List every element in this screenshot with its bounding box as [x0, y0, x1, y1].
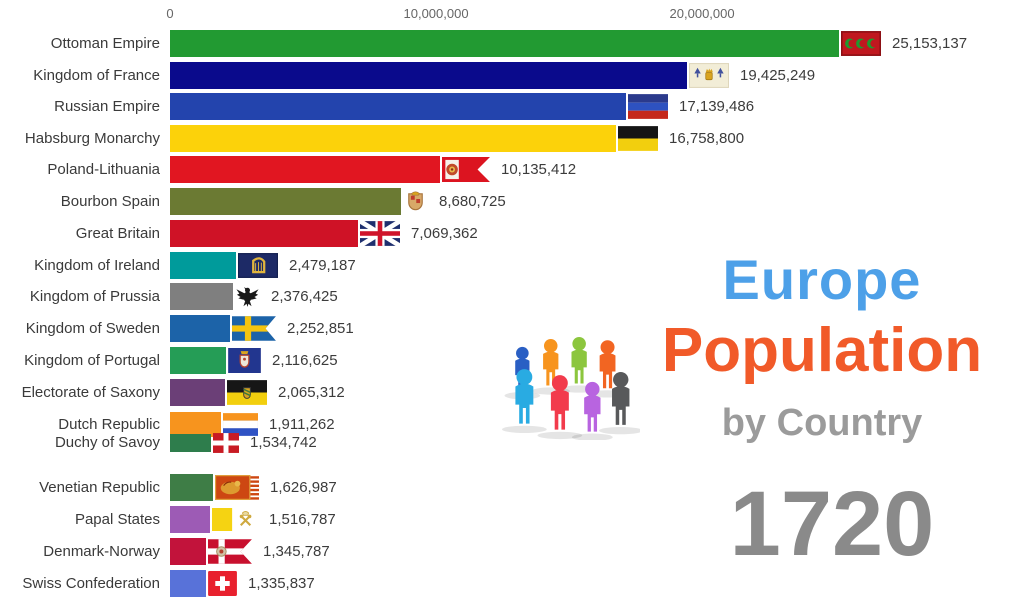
venice-flag-icon — [215, 475, 259, 500]
spain-crest-icon — [403, 189, 428, 214]
value-label: 2,065,312 — [278, 384, 345, 401]
population-bar — [170, 347, 226, 374]
country-label: Venetian Republic — [39, 479, 160, 496]
population-bar — [170, 506, 210, 533]
population-bar — [170, 125, 616, 152]
swiss-flag-icon — [208, 571, 237, 596]
value-label: 2,252,851 — [287, 320, 354, 337]
denmark-flag-icon — [208, 539, 252, 564]
population-bar — [170, 283, 233, 310]
population-bar — [170, 93, 626, 120]
population-bar — [170, 188, 401, 215]
savoy-flag-icon — [213, 433, 239, 453]
poland-flag-icon — [442, 157, 490, 182]
population-bar — [170, 252, 236, 279]
value-label: 2,116,625 — [272, 352, 338, 369]
country-label: Poland-Lithuania — [47, 161, 160, 178]
title-by-country: by Country — [721, 402, 923, 444]
country-label: Duchy of Savoy — [54, 434, 160, 451]
value-label: 1,534,742 — [250, 434, 317, 451]
union-jack-flag-icon — [360, 221, 400, 246]
axis-tick-label: 10,000,000 — [403, 6, 469, 21]
country-label: Kingdom of Portugal — [24, 352, 160, 369]
country-label: Kingdom of Ireland — [34, 257, 160, 274]
population-bar — [170, 62, 687, 89]
country-label: Electorate of Saxony — [21, 384, 160, 401]
habsburg-flag-icon — [618, 126, 658, 151]
country-label: Kingdom of France — [33, 67, 160, 84]
value-label: 16,758,800 — [669, 130, 745, 147]
country-label: Kingdom of Prussia — [29, 288, 160, 305]
population-bar — [170, 220, 358, 247]
value-label: 1,345,787 — [263, 543, 330, 560]
dutch-flag-icon — [223, 413, 258, 436]
population-bar — [170, 156, 440, 183]
value-label: 25,153,137 — [892, 35, 968, 52]
ottoman-flag-icon — [841, 31, 881, 56]
axis-tick-label: 0 — [166, 6, 174, 21]
country-label: Kingdom of Sweden — [25, 320, 160, 337]
country-label: Russian Empire — [54, 98, 160, 115]
axis-tick-label: 20,000,000 — [669, 6, 735, 21]
value-label: 1,626,987 — [270, 479, 337, 496]
value-label: 1,335,837 — [248, 575, 315, 592]
russia-flag-icon — [628, 94, 668, 119]
value-label: 8,680,725 — [439, 193, 506, 210]
prussia-eagle-icon — [235, 284, 260, 309]
value-label: 19,425,249 — [740, 67, 816, 84]
saxony-flag-icon — [227, 380, 267, 405]
portugal-flag-icon — [228, 348, 261, 373]
population-bar — [170, 30, 839, 57]
population-bar — [170, 570, 206, 597]
title-europe: Europe — [722, 248, 922, 311]
value-label: 7,069,362 — [411, 225, 478, 242]
country-label: Dutch Republic — [58, 416, 160, 433]
population-bar — [170, 315, 230, 342]
france-royal-flag-icon — [689, 63, 729, 88]
year-label: 1720 — [729, 473, 935, 575]
country-label: Papal States — [74, 511, 160, 528]
value-label: 17,139,486 — [679, 98, 755, 115]
population-bar — [170, 379, 225, 406]
country-label: Ottoman Empire — [50, 35, 160, 52]
people-group-logo-icon — [501, 337, 640, 440]
population-bar — [170, 434, 211, 452]
value-label: 1,516,787 — [269, 511, 336, 528]
population-bar — [170, 474, 213, 501]
title-population: Population — [661, 316, 983, 385]
value-label: 10,135,412 — [501, 161, 577, 178]
value-label: 1,911,262 — [269, 416, 335, 433]
sweden-flag-icon — [232, 316, 276, 341]
country-label: Bourbon Spain — [60, 193, 160, 210]
country-label: Habsburg Monarchy — [24, 130, 160, 147]
value-label: 2,376,425 — [271, 288, 338, 305]
value-label: 2,479,187 — [289, 257, 356, 274]
country-label: Swiss Confederation — [22, 575, 160, 592]
country-label: Great Britain — [75, 225, 160, 242]
population-bar — [170, 412, 221, 437]
country-label: Denmark-Norway — [43, 543, 160, 560]
ireland-flag-icon — [238, 253, 278, 278]
population-bar — [170, 538, 206, 565]
papal-flag-icon — [212, 507, 258, 532]
